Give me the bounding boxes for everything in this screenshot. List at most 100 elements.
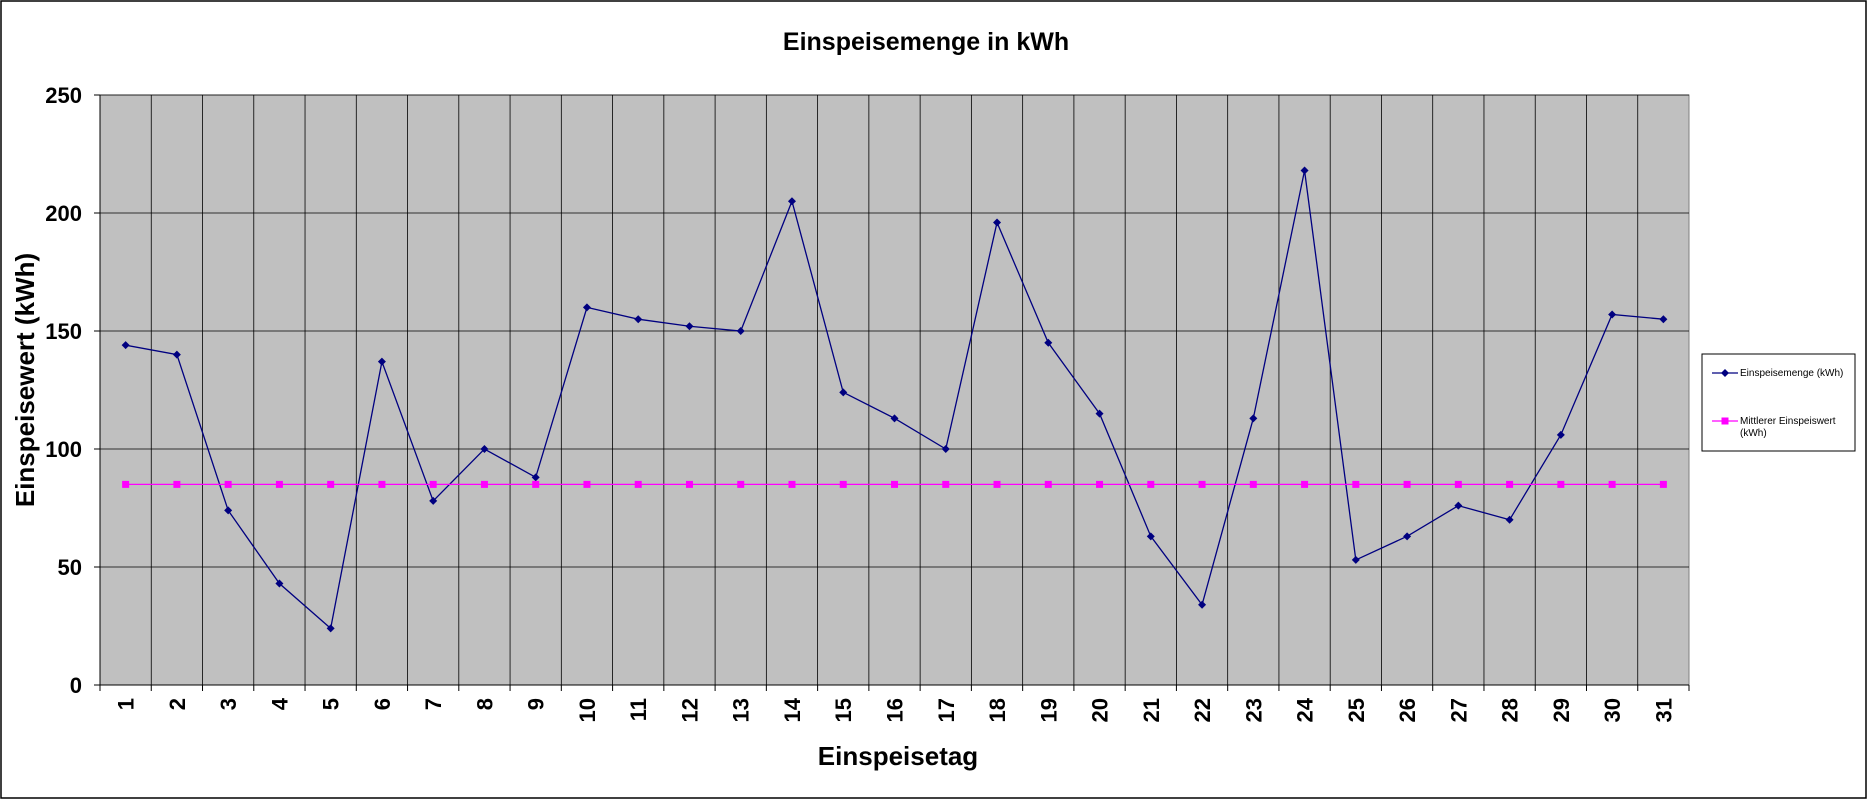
point-einspeisemenge-31 — [1659, 315, 1668, 324]
x-tick-label-16: 16 — [883, 698, 908, 722]
x-tick-label-22: 22 — [1190, 698, 1215, 722]
point-einspeisemenge-16 — [890, 414, 899, 423]
point-mittlerer-einspeiswert-30 — [1608, 480, 1616, 488]
y-tick-label-200: 200 — [45, 201, 82, 226]
point-mittlerer-einspeiswert-27 — [1454, 480, 1462, 488]
x-tick-label-15: 15 — [831, 698, 856, 722]
legend: Einspeisemenge (kWh) Mittlerer Einspeisw… — [1701, 353, 1856, 452]
point-einspeisemenge-17 — [941, 445, 950, 453]
point-mittlerer-einspeiswert-6 — [378, 480, 386, 488]
x-tick-label-1: 1 — [114, 698, 139, 710]
legend-item-mittlerer-einspeiswert: Mittlerer Einspeiswert (kWh) — [1712, 416, 1836, 439]
legend-marker-square — [1721, 417, 1729, 425]
y-tick-label-150: 150 — [45, 319, 82, 344]
x-tick-labels: 1 2 3 4 5 6 7 8 9 10 11 12 13 14 15 16 17 18 19 20 21 22 23 24 2… — [114, 697, 1677, 722]
axes — [94, 94, 1690, 691]
point-mittlerer-einspeiswert-9 — [532, 480, 540, 488]
grid-lines — [100, 94, 1689, 685]
point-mittlerer-einspeiswert-17 — [942, 480, 950, 488]
x-tick-label-4: 4 — [267, 697, 292, 710]
legend-box — [1701, 353, 1856, 452]
point-mittlerer-einspeiswert-3 — [224, 480, 232, 488]
y-tick-labels: 0 50 100 150 200 250 — [45, 83, 82, 698]
point-mittlerer-einspeiswert-14 — [788, 480, 796, 488]
point-einspeisemenge-20 — [1095, 409, 1104, 418]
x-tick-label-3: 3 — [216, 698, 241, 710]
point-einspeisemenge-1 — [121, 341, 130, 350]
x-tick-label-20: 20 — [1088, 698, 1113, 722]
series-mittlerer-einspeiswert — [122, 480, 1667, 488]
legend-label-line-1: Mittlerer Einspeiswert — [1740, 416, 1836, 427]
point-einspeisemenge-5 — [326, 624, 335, 633]
x-tick-label-10: 10 — [575, 698, 600, 722]
x-tick-label-23: 23 — [1241, 698, 1266, 722]
legend-label-mittlerer-einspeiswert: Mittlerer Einspeiswert (kWh) — [1740, 416, 1836, 439]
point-mittlerer-einspeiswert-1 — [122, 480, 130, 488]
x-tick-label-24: 24 — [1293, 697, 1318, 722]
point-einspeisemenge-14 — [787, 197, 796, 206]
x-tick-label-21: 21 — [1139, 698, 1164, 722]
legend-label-einspeisemenge: Einspeisemenge (kWh) — [1740, 368, 1843, 379]
point-mittlerer-einspeiswert-11 — [634, 480, 642, 488]
x-tick-label-9: 9 — [524, 698, 549, 710]
point-einspeisemenge-23 — [1249, 414, 1258, 423]
y-tick-label-0: 0 — [70, 673, 82, 698]
point-mittlerer-einspeiswert-10 — [583, 480, 591, 488]
point-einspeisemenge-13 — [736, 327, 745, 335]
x-tick-label-6: 6 — [370, 698, 395, 710]
point-mittlerer-einspeiswert-28 — [1506, 480, 1514, 488]
data-series — [121, 166, 1668, 633]
point-einspeisemenge-12 — [685, 322, 694, 331]
x-tick-label-17: 17 — [934, 698, 959, 722]
point-mittlerer-einspeiswert-31 — [1659, 480, 1667, 488]
point-einspeisemenge-27 — [1454, 501, 1463, 510]
point-mittlerer-einspeiswert-8 — [480, 480, 488, 488]
point-mittlerer-einspeiswert-22 — [1198, 480, 1206, 488]
point-mittlerer-einspeiswert-5 — [327, 480, 335, 488]
point-mittlerer-einspeiswert-15 — [839, 480, 847, 488]
point-einspeisemenge-2 — [172, 350, 181, 359]
point-mittlerer-einspeiswert-12 — [685, 480, 693, 488]
point-einspeisemenge-6 — [377, 357, 386, 366]
point-mittlerer-einspeiswert-21 — [1147, 480, 1155, 488]
point-einspeisemenge-25 — [1351, 555, 1360, 564]
point-mittlerer-einspeiswert-26 — [1403, 480, 1411, 488]
point-einspeisemenge-29 — [1556, 430, 1565, 439]
x-tick-label-28: 28 — [1498, 698, 1523, 722]
x-tick-label-27: 27 — [1446, 698, 1471, 722]
series-einspeisemenge — [121, 166, 1668, 633]
x-tick-label-13: 13 — [729, 698, 754, 722]
point-mittlerer-einspeiswert-19 — [1044, 480, 1052, 488]
point-einspeisemenge-22 — [1198, 600, 1207, 609]
point-mittlerer-einspeiswert-18 — [993, 480, 1001, 488]
point-einspeisemenge-8 — [480, 445, 489, 453]
x-tick-label-31: 31 — [1651, 698, 1676, 722]
point-mittlerer-einspeiswert-7 — [429, 480, 437, 488]
y-tick-label-50: 50 — [58, 555, 82, 580]
x-tick-label-7: 7 — [421, 698, 446, 710]
point-mittlerer-einspeiswert-4 — [275, 480, 283, 488]
x-tick-label-25: 25 — [1344, 698, 1369, 722]
x-tick-label-8: 8 — [472, 698, 497, 710]
y-tick-label-100: 100 — [45, 437, 82, 462]
point-mittlerer-einspeiswert-24 — [1301, 480, 1309, 488]
chart-title: Einspeisemenge in kWh — [783, 28, 1069, 56]
x-tick-label-5: 5 — [319, 698, 344, 710]
point-mittlerer-einspeiswert-23 — [1249, 480, 1257, 488]
point-einspeisemenge-10 — [582, 303, 591, 312]
point-mittlerer-einspeiswert-13 — [737, 480, 745, 488]
y-axis-title: Einspeisewert (kWh) — [10, 253, 40, 507]
point-einspeisemenge-30 — [1608, 310, 1617, 319]
x-tick-label-29: 29 — [1549, 698, 1574, 722]
point-mittlerer-einspeiswert-2 — [173, 480, 181, 488]
x-tick-label-30: 30 — [1600, 698, 1625, 722]
x-tick-label-2: 2 — [165, 698, 190, 710]
x-tick-label-14: 14 — [780, 697, 805, 722]
point-einspeisemenge-4 — [275, 579, 284, 588]
x-axis-title: Einspeisetag — [818, 741, 978, 771]
point-mittlerer-einspeiswert-29 — [1557, 480, 1565, 488]
x-tick-label-12: 12 — [677, 698, 702, 722]
x-tick-label-18: 18 — [985, 698, 1010, 722]
